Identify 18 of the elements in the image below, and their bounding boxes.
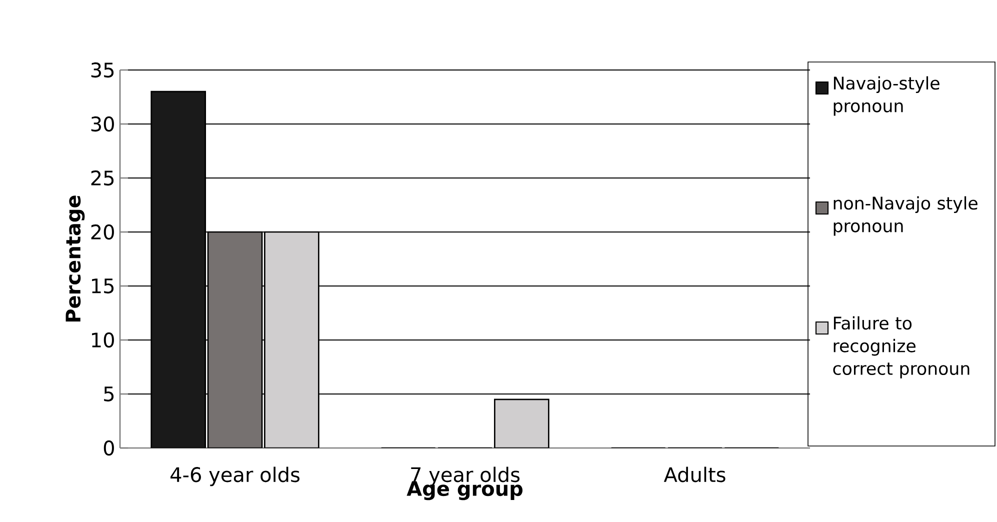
- y-tick-label: 25: [91, 170, 114, 186]
- bar: [207, 231, 263, 448]
- y-tick-label: 0: [104, 440, 114, 456]
- legend-label: Failure to recognize correct pronoun: [833, 316, 970, 378]
- legend-label: Navajo-style pronoun: [834, 76, 940, 116]
- bar: [150, 90, 206, 448]
- y-tick-label: 15: [92, 278, 114, 294]
- y-tick-label: 35: [91, 62, 114, 78]
- legend-label: non-Navajo style pronoun: [834, 196, 978, 236]
- y-tick-label: 5: [104, 386, 114, 402]
- bar: [264, 231, 320, 448]
- x-tick-label: Adults: [664, 466, 726, 482]
- y-axis-title: Percentage: [66, 196, 85, 322]
- bar: [494, 398, 550, 448]
- x-tick-label: 4-6 year olds: [170, 466, 300, 486]
- y-tick-label: 20: [91, 224, 114, 240]
- y-tick-label: 30: [91, 116, 114, 132]
- y-tick-label: 10: [92, 332, 114, 348]
